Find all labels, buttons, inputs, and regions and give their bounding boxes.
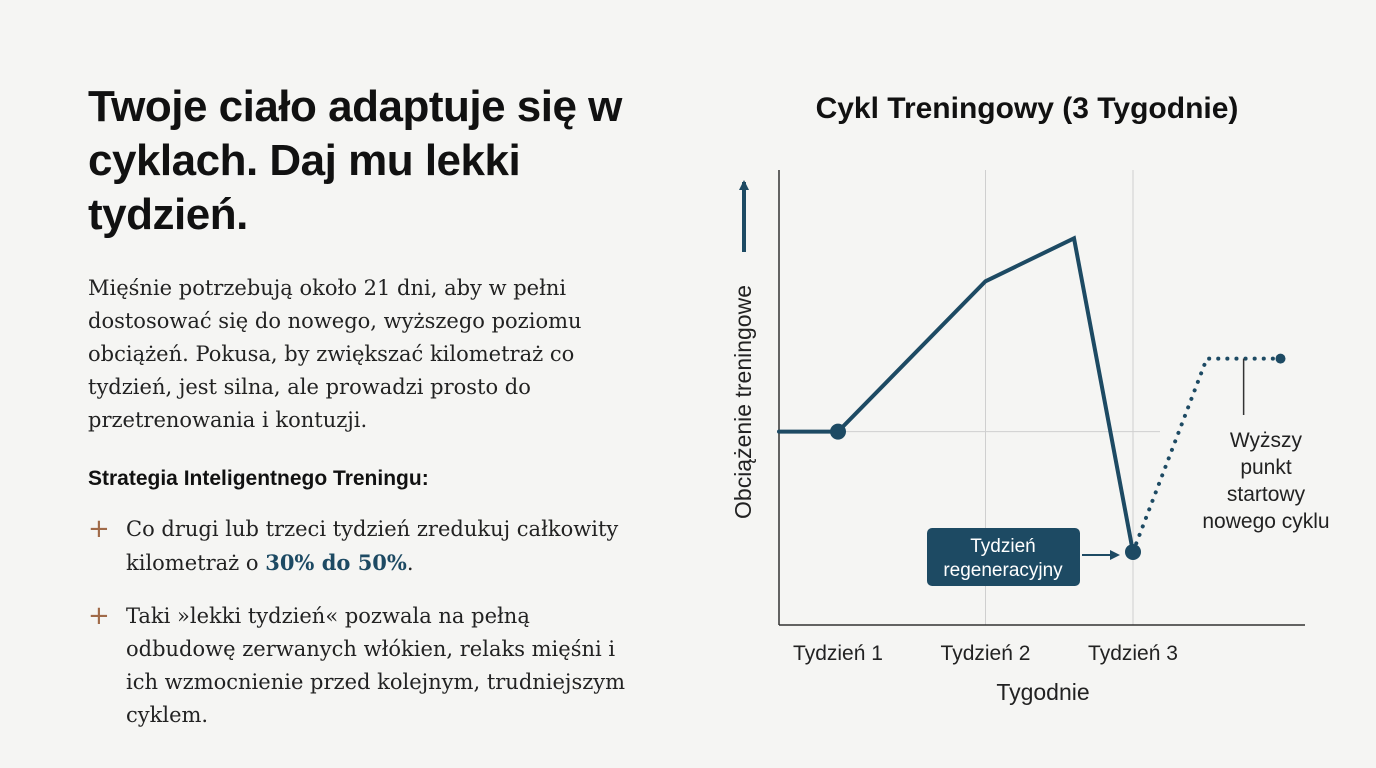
x-tick-label: Tydzień 3 xyxy=(1088,642,1178,665)
chart-series xyxy=(777,235,1286,560)
chart-axes xyxy=(778,170,1305,626)
bullet-list: + Co drugi lub trzeci tydzień zredukuj c… xyxy=(88,513,668,732)
bullet-text: Co drugi lub trzeci tydzień zredukuj cał… xyxy=(126,513,646,580)
data-point-marker xyxy=(830,423,846,440)
bullet-text-part: . xyxy=(406,551,414,575)
x-tick-label: Tydzień 1 xyxy=(793,642,883,665)
chart-annotations: Tydzień regeneracyjny Wyższy punkt startowy n… xyxy=(927,358,1330,586)
bullet-highlight: 30% do 50% xyxy=(265,550,407,575)
bullet-item: + Co drugi lub trzeci tydzień zredukuj c… xyxy=(88,513,668,580)
series-line-solid xyxy=(777,235,1135,554)
series-line-dotted xyxy=(1131,356,1283,554)
headline: Twoje ciało adaptuje się w cyklach. Daj … xyxy=(88,82,622,239)
annotation-text: punkt xyxy=(1240,456,1292,479)
annotation-box xyxy=(927,528,1080,586)
plus-icon: + xyxy=(88,514,110,544)
chart-title: Cykl Treningowy (3 Tygodnie) xyxy=(816,92,1239,125)
annotation-text: regeneracyjny xyxy=(943,560,1063,581)
recovery-week-annotation: Tydzień regeneracyjny xyxy=(927,528,1120,586)
annotation-text: nowego cyklu xyxy=(1202,510,1329,533)
annotation-text: Wyższy xyxy=(1230,429,1303,452)
chart-labels: Tydzień 1 Tydzień 2 Tydzień 3 Tygodnie Obcią… xyxy=(730,180,1178,705)
y-axis-label: Obciążenie treningowe xyxy=(730,285,756,519)
text-column: Twoje ciało adaptuje się w cyklach. Daj … xyxy=(88,80,668,752)
higher-start-annotation: Wyższy punkt startowy nowego cyklu xyxy=(1202,358,1330,533)
x-tick-label: Tydzień 2 xyxy=(941,642,1031,665)
bullet-text: Taki »lekki tydzień« pozwala na pełną od… xyxy=(126,604,626,727)
body-paragraph: Mięśnie potrzebują około 21 dni, aby w p… xyxy=(88,276,582,432)
plus-icon: + xyxy=(88,601,110,631)
annotation-text: startowy xyxy=(1227,483,1306,506)
x-axis-label: Tygodnie xyxy=(996,679,1089,705)
strategy-title: Strategia Inteligentnego Treningu: xyxy=(88,467,429,490)
bullet-text-part: Co drugi lub trzeci tydzień zredukuj cał… xyxy=(126,517,619,575)
data-point-marker xyxy=(1275,353,1286,364)
annotation-text: Tydzień xyxy=(970,536,1035,557)
bullet-item: + Taki »lekki tydzień« pozwala na pełną … xyxy=(88,600,668,732)
